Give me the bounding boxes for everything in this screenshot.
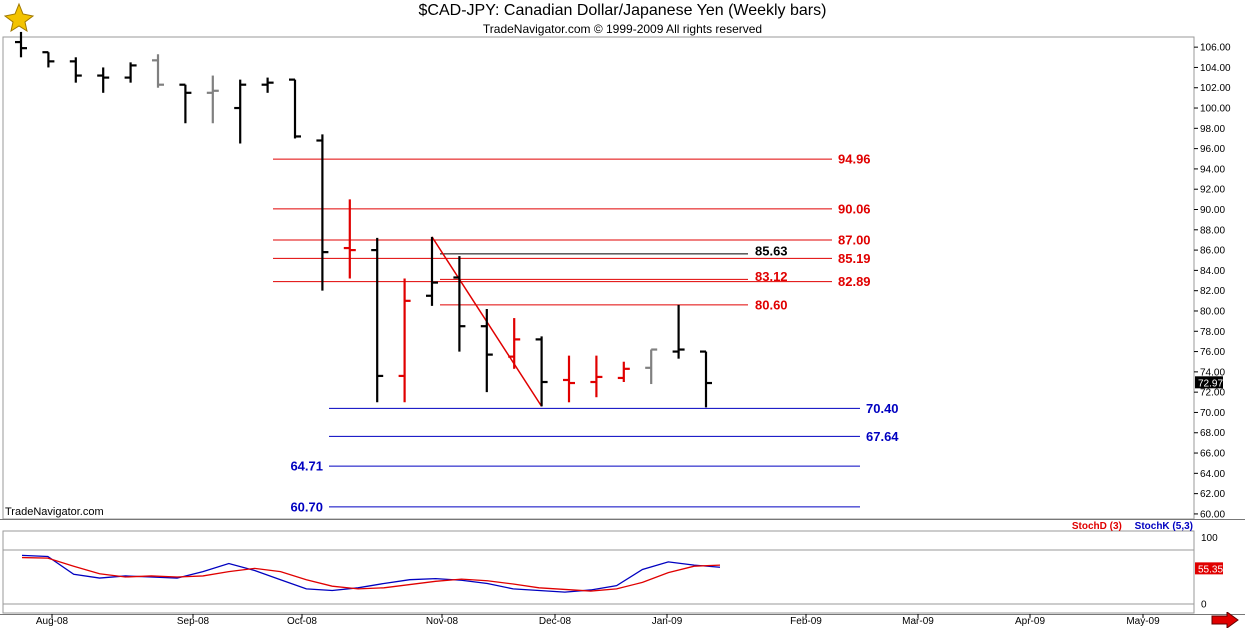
tradenavigator-logo-icon — [2, 2, 36, 32]
level-label: 90.06 — [838, 201, 871, 216]
x-tick-label: Apr-09 — [1015, 616, 1045, 627]
y-tick-label: 66.00 — [1200, 449, 1225, 460]
y-tick-label: 78.00 — [1200, 327, 1225, 338]
x-tick-label: Oct-08 — [287, 616, 317, 627]
x-tick-label: Nov-08 — [426, 616, 459, 627]
watermark: TradeNavigator.com — [5, 506, 104, 518]
x-tick-label: Feb-09 — [790, 616, 822, 627]
last-price-label: 72.97 — [1198, 378, 1223, 389]
price-panel-frame — [2, 36, 1195, 520]
y-tick-label: 106.00 — [1200, 43, 1231, 54]
right-arrow-icon[interactable] — [1211, 612, 1239, 628]
chart-subtitle: TradeNavigator.com © 1999-2009 All right… — [482, 22, 763, 36]
y-tick-label: 80.00 — [1200, 306, 1225, 317]
stoch-k-line — [21, 554, 721, 593]
y-tick-label: 64.00 — [1200, 469, 1225, 480]
y-tick-label: 96.00 — [1200, 144, 1225, 155]
stoch-tick-label: 0 — [1201, 600, 1207, 611]
stoch-d-line — [21, 556, 721, 592]
y-tick-label: 86.00 — [1200, 246, 1225, 257]
y-tick-label: 94.00 — [1200, 164, 1225, 175]
level-label: 94.96 — [838, 152, 871, 167]
y-tick-label: 104.00 — [1200, 63, 1231, 74]
y-tick-label: 102.00 — [1200, 83, 1231, 94]
level-label: 82.89 — [838, 274, 871, 289]
y-tick-label: 98.00 — [1200, 124, 1225, 135]
level-label: 64.71 — [290, 459, 323, 474]
y-tick-label: 74.00 — [1200, 367, 1225, 378]
y-tick-label: 62.00 — [1200, 489, 1225, 500]
y-tick-label: 76.00 — [1200, 347, 1225, 358]
stoch-legend: StochD (3) StochK (5,3) — [1072, 521, 1193, 532]
y-tick-label: 92.00 — [1200, 185, 1225, 196]
last-price-box — [1195, 376, 1223, 389]
x-tick-label: Aug-08 — [36, 616, 69, 627]
y-tick-label: 88.00 — [1200, 225, 1225, 236]
x-tick-label: Jan-09 — [652, 616, 683, 627]
y-tick-label: 90.00 — [1200, 205, 1225, 216]
stoch-panel-frame — [2, 530, 1195, 614]
stoch-last-box — [1195, 562, 1223, 575]
x-tick-label: Mar-09 — [902, 616, 934, 627]
y-tick-label: 100.00 — [1200, 104, 1231, 115]
y-tick-label: 84.00 — [1200, 266, 1225, 277]
level-label: 87.00 — [838, 232, 871, 247]
stoch-k-label: StochK (5,3) — [1134, 521, 1193, 532]
y-tick-label: 70.00 — [1200, 408, 1225, 419]
level-label: 85.19 — [838, 251, 871, 266]
x-tick-label: Dec-08 — [539, 616, 572, 627]
chart-title: $CAD-JPY: Canadian Dollar/Japanese Yen (… — [418, 2, 827, 19]
x-tick-label: May-09 — [1126, 616, 1160, 627]
level-label: 80.60 — [755, 297, 788, 312]
level-label: 83.12 — [755, 269, 788, 284]
y-tick-label: 82.00 — [1200, 286, 1225, 297]
stoch-tick-label: 100 — [1201, 533, 1218, 544]
level-label: 60.70 — [290, 499, 323, 514]
level-label: 67.64 — [866, 429, 899, 444]
stoch-d-label: StochD (3) — [1071, 521, 1122, 532]
y-tick-label: 72.00 — [1200, 388, 1225, 399]
y-tick-label: 68.00 — [1200, 428, 1225, 439]
level-label: 70.40 — [866, 401, 899, 416]
x-tick-label: Sep-08 — [177, 616, 210, 627]
y-tick-label: 60.00 — [1200, 509, 1225, 520]
stoch-last-label: 55.35 — [1198, 564, 1223, 575]
level-label: 85.63 — [755, 243, 788, 258]
